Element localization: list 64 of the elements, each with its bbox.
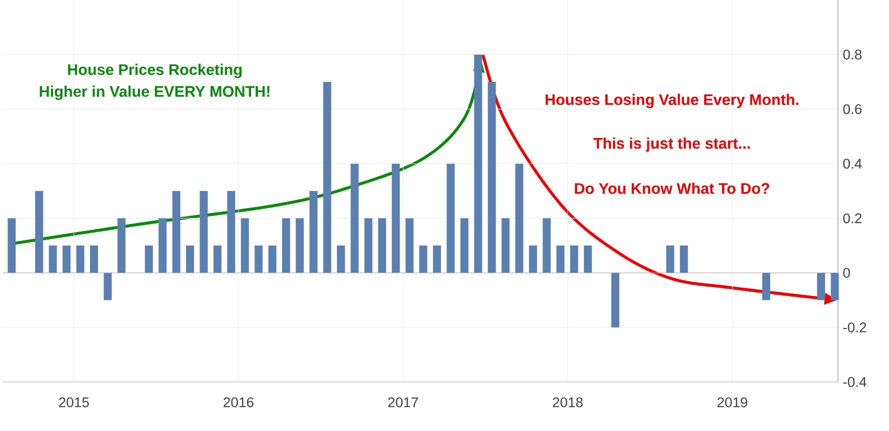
bar: [117, 218, 126, 273]
bar: [90, 246, 98, 273]
bar: [240, 218, 249, 273]
bar: [144, 246, 153, 273]
bar: [76, 246, 84, 273]
bar: [227, 190, 236, 273]
bar: [35, 190, 44, 273]
bar: [323, 82, 332, 273]
bar: [680, 246, 688, 273]
y-tick-label: 0: [843, 268, 850, 278]
bar: [62, 246, 71, 273]
bar: [378, 218, 386, 273]
bar: [8, 218, 16, 273]
bar: [432, 246, 441, 273]
bar: [666, 246, 674, 273]
bar: [611, 272, 620, 328]
bar: [542, 218, 551, 273]
x-tick-label: 2019: [718, 397, 748, 408]
bar: [213, 246, 222, 273]
bar: [282, 218, 290, 273]
bar: [406, 218, 414, 273]
y-tick-label: -0.2: [843, 322, 866, 332]
y-tick-label: 0.4: [843, 158, 862, 169]
bar: [200, 190, 208, 273]
bar: [364, 218, 372, 273]
bar: [172, 190, 180, 273]
y-tick-label: -0.4: [843, 377, 866, 387]
x-tick-label: 2018: [552, 397, 583, 408]
bar: [460, 218, 468, 273]
bar: [336, 246, 345, 273]
y-tick-label: 0.8: [843, 50, 862, 60]
bar: [186, 246, 194, 273]
bar: [515, 164, 524, 273]
annotation: Do You Know What To Do?: [574, 182, 770, 194]
bar: [817, 272, 826, 300]
y-tick-label: 0.6: [843, 104, 862, 114]
bar: [104, 272, 112, 300]
bar: [488, 82, 496, 273]
bar: [830, 272, 839, 300]
bar: [350, 164, 359, 273]
x-tick-label: 2016: [224, 397, 254, 408]
bar: [296, 218, 304, 273]
annotation: Higher in Value EVERY MONTH!: [40, 86, 270, 100]
x-tick-label: 2017: [388, 397, 418, 408]
bar: [392, 164, 400, 273]
bar: [584, 246, 592, 273]
bar: [570, 246, 578, 273]
bar: [268, 246, 276, 273]
annotation: Houses Losing Value Every Month.: [546, 94, 798, 108]
bar: [446, 164, 455, 273]
bar: [48, 246, 57, 273]
bar: [556, 246, 564, 273]
y-tick-label: 0.2: [843, 213, 862, 224]
annotation: House Prices Rocketing: [68, 64, 242, 78]
bar: [502, 218, 510, 273]
bar: [419, 246, 428, 273]
bar: [158, 218, 167, 273]
bar: [762, 272, 770, 300]
x-tick-label: 2015: [59, 397, 89, 408]
annotation: This is just the start...: [593, 137, 750, 152]
bar: [254, 246, 263, 273]
bar: [528, 246, 537, 273]
bar: [310, 190, 318, 273]
bar: [474, 54, 482, 273]
